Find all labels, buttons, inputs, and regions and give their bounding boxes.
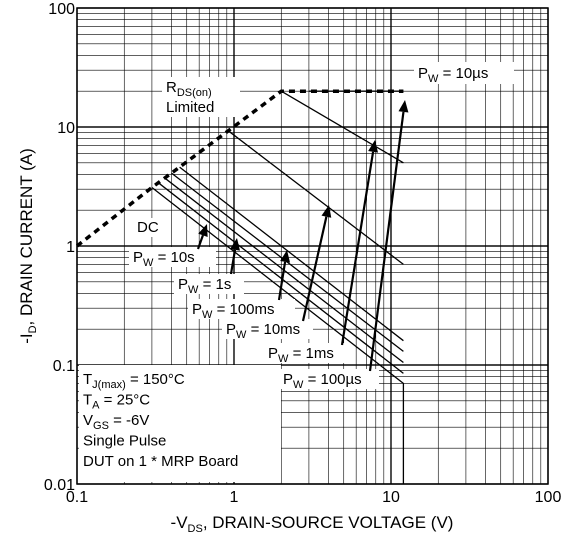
label-background [129,247,216,267]
x-tick-label: 10 [382,489,400,506]
label-background [162,77,240,117]
x-tick-labels: 0.1 1 10 100 [66,489,562,506]
curve-pw-1ms [227,130,404,265]
arrow-shaft [277,261,287,301]
label-pw-10ms: PW = 10ms [222,319,313,341]
arrow-head [321,205,332,218]
label-text: PW = 1ms [268,345,334,365]
y-tick-label: 10 [57,120,75,137]
label-arrows [196,100,409,372]
y-tick-label: 1 [66,239,75,256]
label-background [174,274,244,294]
arrow-shaft [229,249,237,275]
arrow-head [368,140,379,153]
condition-line: DUT on 1 * MRP Board [83,453,238,470]
label-pw-1ms: PW = 1ms [264,343,346,365]
x-tick-label: 1 [230,489,239,506]
conditions-background [79,365,281,482]
label-text: PW = 10s [133,249,195,269]
label-background [222,319,313,339]
y-tick-labels: 0.01 0.1 1 10 100 [44,1,75,494]
label-text: PW = 100µs [283,371,362,391]
arrow-shaft [368,111,405,372]
arrow-shaft [301,216,328,322]
curve-pw-100-s [280,90,404,164]
label-text: DC [137,219,159,236]
label-dc: DC [134,218,160,237]
condition-line: VGS = -6V [83,412,149,432]
label-background [279,369,379,389]
label-pw-10-s: PW = 10µs [414,62,514,85]
arrow-head [398,100,409,113]
soa-curves [151,90,405,484]
label-pw-1s: PW = 1s [174,274,244,296]
label-pw-100-s: PW = 100µs [279,369,379,391]
curve-dc [151,186,405,484]
condition-line: TJ(max) = 150°C [83,371,185,391]
label-pw-10s: PW = 10s [129,247,216,269]
label-text: PW = 10ms [226,321,300,341]
x-tick-label: 0.1 [66,489,88,506]
y-tick-label: 100 [48,1,75,18]
label-text: PW = 10µs [418,65,488,85]
y-tick-label: 0.1 [53,358,75,375]
x-tick-label: 100 [535,489,562,506]
curve-pw-100ms [171,172,404,352]
rds-limit-curve [75,89,404,248]
arrow-shaft [196,234,204,250]
label-text: Limited [166,99,214,116]
y-axis-title: -ID, DRAIN CURRENT (A) [17,148,39,344]
label-background [264,343,346,363]
label-background [134,218,160,237]
label-text: PW = 1s [178,276,231,296]
condition-line: Single Pulse [83,433,166,450]
label-background [188,299,295,319]
label-text: PW = 100ms [192,301,275,321]
arrow-head [198,224,208,237]
condition-line: TA = 25°C [83,392,150,412]
arrow-shaft [340,151,375,346]
arrow-head [280,250,291,263]
x-axis-title: -VDS, DRAIN-SOURCE VOLTAGE (V) [171,513,454,535]
label-text: RDS(on) [166,79,212,99]
curve-pw-10ms [179,166,404,342]
label-background [414,62,514,84]
label-pw-100ms: PW = 100ms [188,299,295,321]
curve-pw-10s [158,182,404,374]
rds-limit-line [75,89,404,248]
label-rds-on-limited: RDS(on)Limited [162,77,240,117]
y-tick-label: 0.01 [44,477,75,494]
arrow-head [230,238,240,251]
